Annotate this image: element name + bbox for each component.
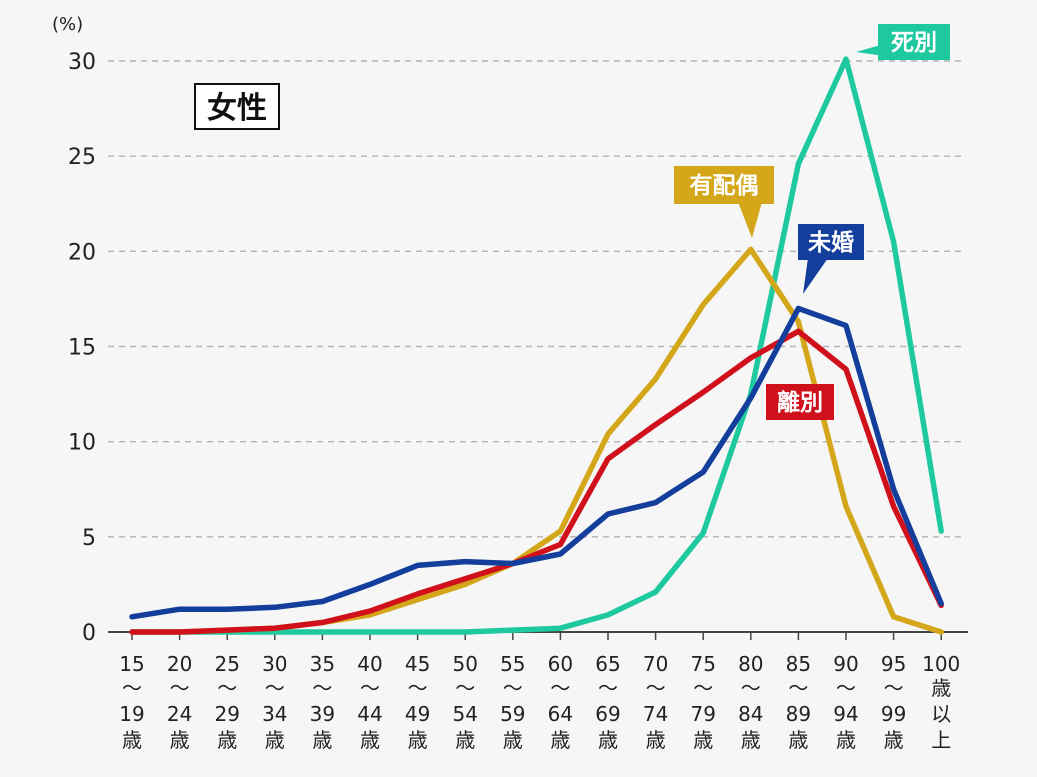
panel-title-box: 女性 xyxy=(194,83,280,130)
x-tick-label: 95 〜 99 歳 xyxy=(881,652,906,752)
callout-pointer xyxy=(738,202,762,238)
x-tick-label: 80 〜 84 歳 xyxy=(738,652,763,752)
y-axis-unit-label: (%) xyxy=(52,14,83,35)
series-label-離別: 離別 xyxy=(766,384,834,420)
x-tick-label: 55 〜 59 歳 xyxy=(500,652,525,752)
series-line-有配偶 xyxy=(129,246,944,635)
series-label-死別: 死別 xyxy=(856,24,950,60)
x-tick-label: 30 〜 34 歳 xyxy=(262,652,287,752)
callout-pointer xyxy=(856,44,884,56)
x-tick-label: 50 〜 54 歳 xyxy=(452,652,477,752)
y-tick-label: 15 xyxy=(68,336,96,361)
callout-text: 有配偶 xyxy=(690,172,759,199)
callout-box xyxy=(674,166,774,204)
callout-text: 離別 xyxy=(777,389,823,416)
x-tick-label: 20 〜 24 歳 xyxy=(167,652,192,752)
x-tick-label: 25 〜 29 歳 xyxy=(214,652,239,752)
x-tick-label: 85 〜 89 歳 xyxy=(786,652,811,752)
series-line-未婚 xyxy=(129,305,944,620)
x-tick-label: 60 〜 64 歳 xyxy=(548,652,573,752)
series-label-未婚: 未婚 xyxy=(798,224,864,294)
x-tick-label: 35 〜 39 歳 xyxy=(310,652,335,752)
x-tick-label: 90 〜 94 歳 xyxy=(833,652,858,752)
callout-pointer xyxy=(803,258,828,294)
x-tick-label: 15 〜 19 歳 xyxy=(119,652,144,752)
x-tick-label: 100 歳以上 xyxy=(922,652,960,752)
callout-box xyxy=(766,384,834,420)
x-axis: 15 〜 19 歳 20 〜 24 歳 25 〜 29 歳 30 〜 34 歳 35 〜 39 歳 40 〜 44 歳 45 〜 4… xyxy=(108,631,968,752)
callout-text: 死別 xyxy=(891,30,937,56)
x-tick-label: 40 〜 44 歳 xyxy=(357,652,382,752)
y-tick-label: 20 xyxy=(68,240,96,265)
y-tick-label: 30 xyxy=(68,50,96,75)
y-tick-label: 0 xyxy=(82,621,96,646)
series-line-死別 xyxy=(129,56,944,635)
callout-box xyxy=(798,224,864,260)
series-line-離別 xyxy=(129,328,944,635)
x-tick-label: 75 〜 79 歳 xyxy=(690,652,715,752)
y-tick-label: 10 xyxy=(68,431,96,456)
callout-text: 未婚 xyxy=(808,229,854,256)
x-tick-label: 70 〜 74 歳 xyxy=(643,652,668,752)
series-lines xyxy=(129,56,944,635)
y-axis-ticks: 0 5 10 15 20 25 30 xyxy=(68,50,96,646)
x-tick-label: 65 〜 69 歳 xyxy=(595,652,620,752)
panel-title: 女性 xyxy=(207,91,267,126)
callout-box xyxy=(878,24,950,60)
y-tick-label: 5 xyxy=(82,526,96,551)
y-tick-label: 25 xyxy=(68,145,96,170)
x-tick-label: 45 〜 49 歳 xyxy=(405,652,430,752)
series-label-有配偶: 有配偶 xyxy=(674,166,774,238)
